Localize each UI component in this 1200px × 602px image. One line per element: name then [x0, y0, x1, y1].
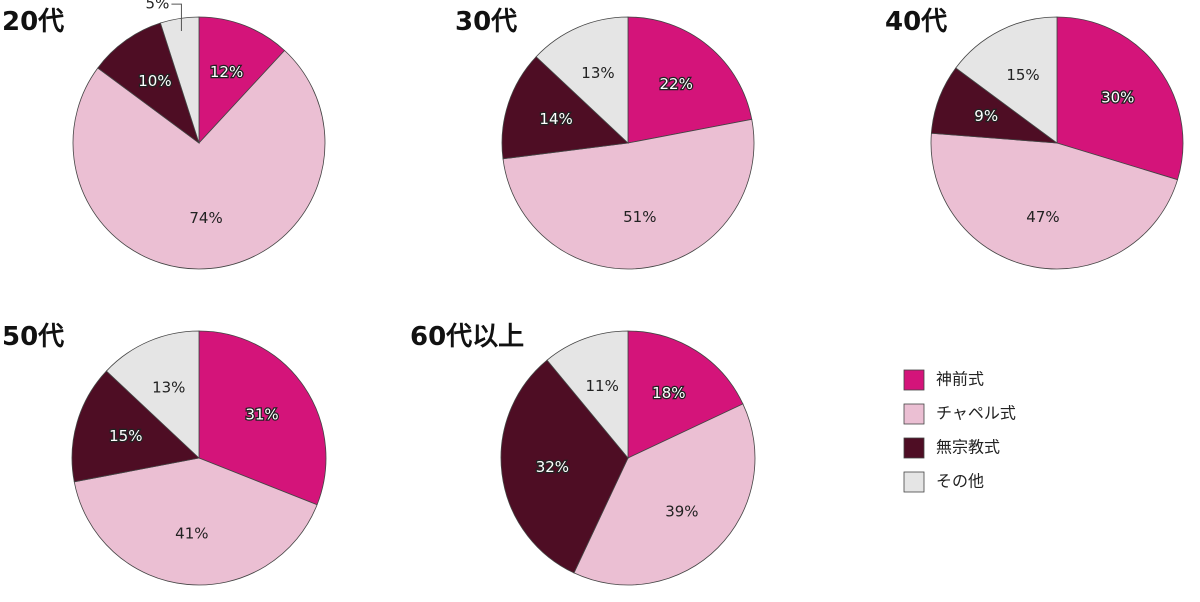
pie-slice [198, 16, 286, 145]
pie-slice [97, 22, 200, 145]
data-label: 30% [1101, 88, 1134, 106]
data-label: 12% [210, 63, 243, 81]
chart-title: 30代 [455, 7, 517, 37]
pie-slice [627, 16, 753, 144]
data-label: 74% [189, 209, 222, 227]
data-label: 31% [245, 406, 278, 424]
data-label: 11% [586, 377, 619, 395]
legend-swatch [903, 437, 925, 459]
pie-slice [72, 49, 326, 270]
data-label: 39% [665, 502, 698, 520]
pie-slice [955, 16, 1058, 144]
legend-label: チャペル式 [936, 404, 1016, 423]
legend-swatch [903, 471, 925, 493]
pie-slice [573, 403, 756, 586]
data-label: 9% [974, 107, 998, 125]
pie-slice [198, 330, 327, 506]
chart-title: 60代以上 [410, 322, 524, 352]
data-label: 10% [138, 72, 171, 90]
pie-slice [1056, 16, 1184, 181]
pie-slice [500, 359, 629, 574]
data-label: 15% [109, 427, 142, 445]
legend-swatch [903, 369, 925, 391]
data-label: 47% [1026, 208, 1059, 226]
data-label: 13% [152, 379, 185, 397]
pie-slice [502, 118, 755, 270]
pie-slice [73, 457, 318, 586]
legend-label: 無宗教式 [936, 438, 1000, 457]
pie-slice [535, 16, 629, 144]
pie-slice [627, 330, 744, 459]
data-label: 32% [536, 458, 569, 476]
data-label: 5% [146, 0, 170, 13]
data-label: 14% [539, 110, 572, 128]
chart-title: 40代 [885, 7, 947, 37]
legend-label: その他 [936, 472, 984, 491]
data-label: 41% [175, 524, 208, 542]
pie-slice [501, 56, 629, 160]
pie-slice [930, 132, 1179, 270]
data-label: 51% [623, 208, 656, 226]
pie-slice [71, 370, 200, 483]
data-label: 18% [652, 384, 685, 402]
data-label: 15% [1006, 66, 1039, 84]
chart-title: 20代 [2, 7, 64, 37]
data-label: 22% [660, 75, 693, 93]
pie-slice [105, 330, 200, 459]
leader-line [171, 3, 182, 31]
pie-slice [159, 16, 200, 144]
data-label: 13% [581, 64, 614, 82]
legend-label: 神前式 [936, 370, 984, 389]
pie-slice [546, 330, 629, 460]
chart-title: 50代 [2, 322, 64, 352]
legend-swatch [903, 403, 925, 425]
